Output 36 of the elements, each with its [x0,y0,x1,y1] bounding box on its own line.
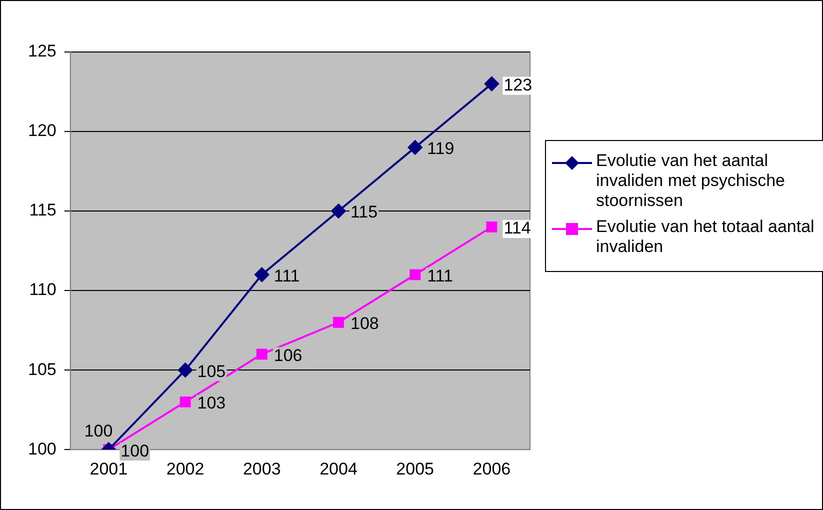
point [333,316,344,328]
point [180,396,191,408]
y-tick-label: 115 [29,200,56,220]
legend-label: Evolutie van het aantal invaliden met psychische stoornissen [596,151,786,211]
data-label: 106 [274,346,302,365]
data-label: 100 [120,441,150,460]
y-tick-label: 120 [28,121,56,140]
y-tick-label: 105 [28,360,56,379]
y-tick-label: 125 [28,42,56,61]
legend-label: Evolutie van het totaal aantal invaliden [596,217,816,257]
y-tick-label: 100 [28,439,56,458]
data-label: 111 [274,266,300,286]
data-label: 103 [197,394,226,413]
data-label: 111 [427,266,453,286]
point [484,76,500,92]
point [178,362,193,378]
x-tick-label: 2003 [242,459,281,478]
point [256,348,268,360]
data-label: 119 [427,139,454,158]
point [330,204,346,219]
x-tick-label: 2005 [396,459,434,478]
x-tick-label: 2004 [320,459,358,478]
data-label: 115 [350,202,378,222]
point [254,267,270,282]
data-label: 105 [197,362,226,381]
data-label: 108 [350,314,379,334]
x-tick-label: 2002 [166,459,204,478]
point [486,221,498,232]
y-tick-label: 110 [29,280,56,300]
x-tick-label: 2001 [90,459,128,478]
data-label: 100 [84,421,113,440]
data-label: 123 [504,75,532,94]
data-label: 114 [504,218,531,238]
x-tick-label: 2006 [472,459,511,478]
point [408,140,423,155]
point [410,269,421,280]
